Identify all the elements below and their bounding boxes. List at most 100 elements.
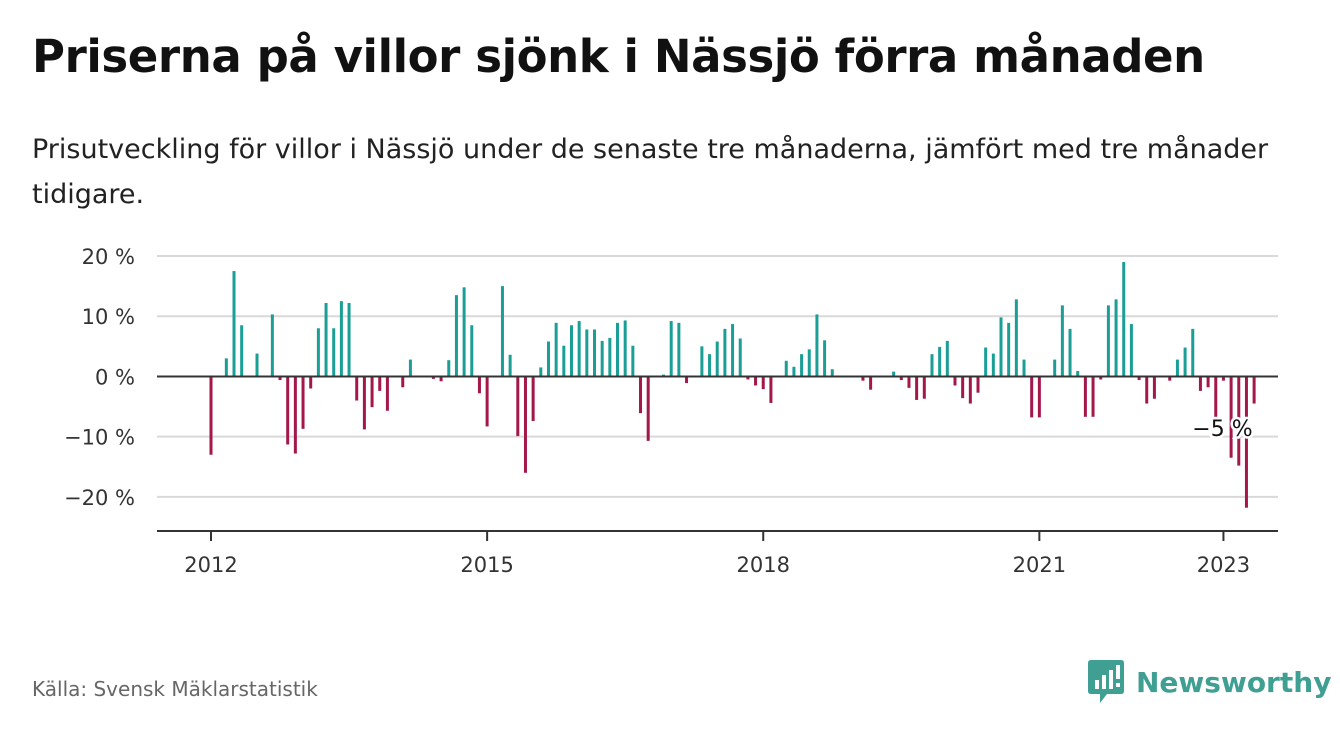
bar-positive [999,317,1003,377]
bar-negative [1252,376,1256,404]
y-tick-label: 20 % [82,245,135,269]
bar-positive [600,340,604,377]
bar-negative [1206,376,1210,388]
bar-negative [1091,376,1095,417]
bar-negative [301,376,305,429]
bar-negative [685,376,689,384]
bar-positive [892,371,896,377]
bar-negative [385,376,389,411]
bar-positive [1191,328,1195,377]
bar-positive [938,346,942,377]
bar-negative [1198,376,1202,391]
bar-negative [1152,376,1156,399]
bar-negative [922,376,926,399]
bar-negative [531,376,535,421]
bar-negative [1229,376,1233,458]
bar-positive [508,354,512,377]
bar-positive [539,367,543,377]
bar-positive [324,302,328,377]
brand-name: Newsworthy [1136,665,1332,699]
bar-positive [830,369,834,377]
bar-positive [792,366,796,377]
bar-negative [869,376,873,390]
bar-positive [715,341,719,377]
bar-negative [1145,376,1149,404]
bar-positive [1014,299,1018,377]
bar-negative [1214,376,1218,417]
bar-positive [784,360,788,377]
x-tick-label: 2021 [1013,553,1066,577]
bar-positive [408,359,412,377]
bar-positive [608,337,612,377]
brand-logo[interactable]: Newsworthy [1088,660,1331,704]
bar-negative [899,376,903,381]
annotation-label: −5 % [1192,417,1252,442]
bar-negative [1168,376,1172,381]
bar-chart: 20 %10 %0 %−10 %−20 % 2012 2015 2018 2021 20… [64,245,1278,577]
bar-positive [347,302,351,377]
bar-positive [738,338,742,377]
bar-negative [961,376,965,399]
bar-negative [769,376,773,403]
bar-negative [915,376,919,400]
bar-negative [209,376,213,455]
bar-positive [1053,359,1057,377]
y-tick-label: 10 % [82,305,135,329]
y-tick-label: −10 % [64,426,135,450]
chart-subtitle: Prisutveckling för villor i Nässjö under… [32,134,1269,210]
newsworthy-logo-icon [1088,660,1124,703]
bar-positive [332,328,336,377]
bar-negative [746,376,750,380]
bar-positive [1076,371,1080,377]
bar-negative [1037,376,1041,418]
bar-positive [554,322,558,377]
bar-positive [930,354,934,377]
bar-positive [1068,328,1072,377]
bar-positive [623,320,627,377]
bar-positive [731,324,735,377]
bar-positive [593,329,596,377]
bar-positive [984,347,988,377]
bar-positive [447,360,451,377]
bar-positive [1183,347,1187,377]
bar-negative [646,376,650,441]
bar-positive [240,325,244,377]
chart-title: Priserna på villor sjönk i Nässjö förra … [32,30,1205,83]
bar-negative [968,376,972,404]
bar-positive [462,287,466,377]
bar-negative [278,376,282,381]
bar-negative [754,376,758,386]
bar-negative [362,376,366,430]
y-tick-label: 0 % [95,365,135,389]
bar-positive [1060,305,1064,377]
bar-positive [546,341,550,377]
bar-negative [907,376,911,388]
bar-negative [1030,376,1034,418]
bar-negative [1244,376,1248,508]
gridlines [157,255,1278,498]
bar-negative [439,376,443,382]
bar-positive [500,286,504,377]
bar-negative [370,376,374,408]
bar-negative [1099,376,1103,380]
bar-positive [316,328,320,377]
bar-negative [523,376,527,473]
bar-positive [991,353,995,377]
bar-positive [1022,359,1026,377]
bar-positive [562,345,566,377]
bar-negative [401,376,405,388]
bar-positive [669,321,673,377]
annotation: −5 % [1190,415,1255,445]
x-tick-label: 2012 [184,553,237,577]
bar-positive [1007,322,1011,377]
bar-positive [815,314,819,377]
bar-positive [945,340,949,377]
bar-negative [293,376,297,454]
bar-positive [270,314,274,377]
bar-positive [232,271,236,377]
bar-positive [1129,324,1133,377]
bar-positive [800,354,804,377]
bar-negative [761,376,765,390]
y-tick-label: −20 % [64,486,135,510]
bar-positive [677,322,681,377]
